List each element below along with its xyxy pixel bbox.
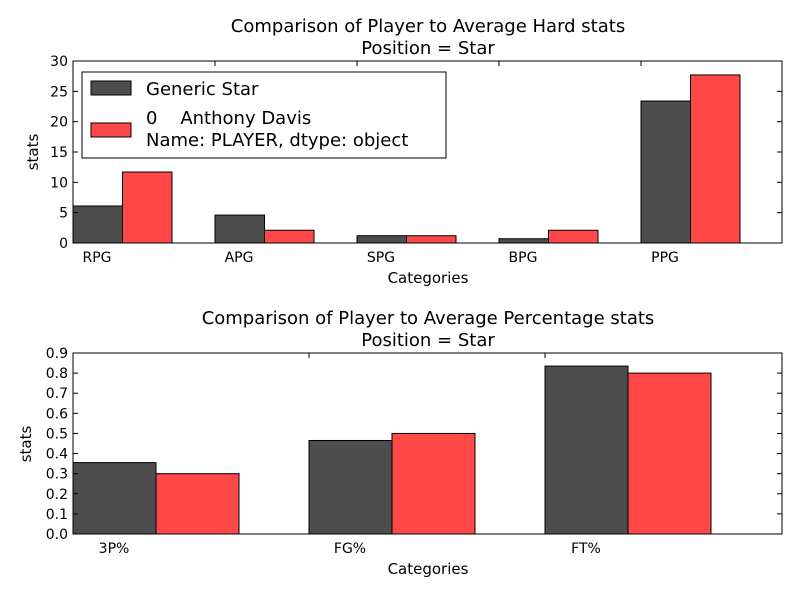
c1-bar-s0-ppg bbox=[640, 100, 691, 244]
c1-y-tick-label: 20 bbox=[50, 115, 68, 131]
chart2-x-ticks: 3P% FG% FT% bbox=[72, 353, 601, 557]
c2-bar-s1-fg bbox=[391, 432, 476, 535]
chart2-plot-frame bbox=[72, 352, 783, 535]
chart1-title: Comparison of Player to Average Hard sta… bbox=[231, 16, 625, 37]
c1-y-tick-label: 5 bbox=[59, 206, 68, 222]
chart2-bars bbox=[72, 365, 712, 535]
c2-y-tick-label: 0.4 bbox=[46, 447, 68, 463]
chart1-subtitle: Position = Star bbox=[361, 38, 495, 59]
c2-x-tick-label: FT% bbox=[571, 541, 601, 557]
c2-y-tick-label: 0.3 bbox=[46, 467, 68, 483]
c1-x-tick-label: BPG bbox=[509, 250, 538, 266]
legend-frame bbox=[81, 71, 447, 159]
chart1-x-axis-label: Categories bbox=[388, 269, 469, 287]
c2-bar-s0-fg bbox=[308, 439, 393, 535]
legend-swatch-player bbox=[90, 122, 132, 138]
legend-swatch-generic-star bbox=[90, 80, 132, 96]
c1-y-tick-label: 15 bbox=[50, 145, 68, 161]
c2-y-tick-label: 0.6 bbox=[46, 406, 68, 422]
c1-y-tick-label: 30 bbox=[50, 54, 68, 70]
c1-y-tick-label: 0 bbox=[59, 236, 68, 252]
chart2-subtitle: Position = Star bbox=[361, 330, 495, 351]
c1-bar-s1-apg bbox=[264, 229, 315, 244]
chart2-x-axis-label: Categories bbox=[388, 560, 469, 578]
chart2-title: Comparison of Player to Average Percenta… bbox=[202, 308, 655, 329]
c2-bar-s1-3p bbox=[155, 473, 240, 535]
c2-y-tick-label: 0.8 bbox=[46, 366, 68, 382]
c1-x-tick-label: SPG bbox=[367, 250, 395, 266]
chart1-y-ticks: 0 5 10 15 20 25 30 bbox=[50, 54, 782, 252]
c2-bar-s0-3p bbox=[72, 462, 157, 535]
c2-x-tick-label: FG% bbox=[334, 541, 366, 557]
c2-y-tick-label: 0.0 bbox=[46, 527, 68, 543]
c1-x-tick-label: APG bbox=[225, 250, 254, 266]
c2-y-tick-label: 0.7 bbox=[46, 386, 68, 402]
chart1-y-axis-label: stats bbox=[24, 134, 42, 171]
chart1-legend: Generic Star 0 Anthony Davis Name: PLAYE… bbox=[81, 71, 447, 159]
c2-y-tick-label: 0.5 bbox=[46, 426, 68, 442]
c1-bar-s0-rpg bbox=[72, 205, 123, 244]
c1-bar-s1-ppg bbox=[690, 74, 741, 244]
c1-bar-s0-bpg bbox=[498, 238, 549, 244]
chart2-y-axis-label: stats bbox=[17, 426, 35, 463]
chart1-bars bbox=[72, 74, 741, 244]
c1-bar-s1-spg bbox=[406, 235, 457, 244]
c2-y-tick-label: 0.1 bbox=[46, 507, 68, 523]
chart1-plot-frame bbox=[72, 60, 783, 244]
legend-label-generic-star: Generic Star bbox=[146, 79, 259, 100]
c2-y-tick-label: 0.2 bbox=[46, 487, 68, 503]
c1-y-tick-label: 10 bbox=[50, 175, 68, 191]
legend-label-player: 0 Anthony Davis bbox=[146, 108, 311, 129]
c1-bar-s0-apg bbox=[214, 214, 265, 244]
c1-y-tick-label: 25 bbox=[50, 84, 68, 100]
c2-bar-s1-ft bbox=[627, 372, 712, 535]
c1-bar-s0-spg bbox=[356, 235, 407, 244]
c2-y-tick-label: 0.9 bbox=[46, 346, 68, 362]
c1-x-tick-label: RPG bbox=[82, 250, 111, 266]
chart-hard-stats: Comparison of Player to Average Hard sta… bbox=[24, 16, 783, 287]
c1-bar-s1-rpg bbox=[122, 171, 173, 244]
chart1-x-ticks: RPG APG SPG BPG PPG bbox=[72, 61, 679, 266]
c1-bar-s1-bpg bbox=[548, 229, 599, 244]
c2-bar-s0-ft bbox=[544, 365, 629, 535]
c2-x-tick-label: 3P% bbox=[99, 541, 130, 557]
chart-percentage-stats: Comparison of Player to Average Percenta… bbox=[17, 308, 783, 578]
legend-label-player-line2: Name: PLAYER, dtype: object bbox=[146, 130, 408, 151]
chart2-y-ticks: 0.0 0.1 0.2 0.3 0.4 0.5 0.6 0.7 0.8 0.9 bbox=[46, 346, 782, 543]
c1-x-tick-label: PPG bbox=[651, 250, 679, 266]
